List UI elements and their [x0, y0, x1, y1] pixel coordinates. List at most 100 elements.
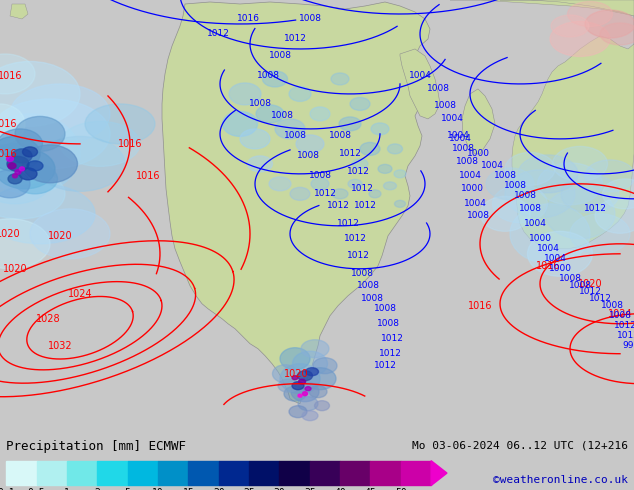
Ellipse shape [298, 397, 318, 411]
Bar [188, 461, 219, 486]
Ellipse shape [8, 174, 22, 184]
Text: 1012: 1012 [614, 321, 634, 330]
Text: 1020: 1020 [48, 231, 72, 241]
Ellipse shape [394, 170, 406, 178]
Text: 1008: 1008 [569, 281, 592, 290]
Text: 1008: 1008 [309, 172, 332, 180]
Ellipse shape [304, 368, 336, 390]
Text: 1016: 1016 [0, 119, 17, 129]
Text: 1016: 1016 [136, 171, 160, 181]
Ellipse shape [302, 411, 318, 420]
Ellipse shape [291, 382, 319, 402]
Text: 1004: 1004 [441, 114, 463, 123]
Ellipse shape [0, 54, 35, 94]
Text: 1016: 1016 [468, 301, 492, 311]
Ellipse shape [60, 122, 140, 167]
Ellipse shape [350, 98, 370, 110]
Text: 1008: 1008 [434, 101, 456, 110]
Ellipse shape [12, 149, 32, 163]
Text: 50: 50 [395, 488, 406, 490]
Text: 45: 45 [365, 488, 377, 490]
Ellipse shape [348, 179, 362, 188]
Ellipse shape [273, 365, 297, 383]
Ellipse shape [269, 177, 291, 191]
Ellipse shape [296, 135, 324, 153]
Text: 1012: 1012 [588, 294, 611, 303]
Ellipse shape [27, 161, 43, 171]
Text: 1: 1 [64, 488, 70, 490]
Ellipse shape [486, 168, 534, 200]
Ellipse shape [19, 168, 37, 180]
Ellipse shape [0, 170, 30, 198]
Ellipse shape [505, 170, 575, 218]
Text: 1008: 1008 [503, 181, 526, 190]
Text: 1012: 1012 [583, 204, 607, 213]
Ellipse shape [280, 364, 320, 393]
Ellipse shape [6, 156, 13, 161]
Ellipse shape [309, 386, 327, 398]
Text: 1012: 1012 [283, 34, 306, 44]
Text: 1016: 1016 [236, 15, 259, 24]
Ellipse shape [585, 10, 634, 38]
Text: 15: 15 [183, 488, 194, 490]
Text: 1008: 1008 [455, 157, 479, 167]
Bar [340, 461, 370, 486]
Text: 1012: 1012 [354, 201, 377, 210]
Ellipse shape [22, 145, 77, 183]
Text: 1008: 1008 [609, 311, 631, 320]
Text: 1012: 1012 [380, 334, 403, 343]
Ellipse shape [10, 84, 110, 144]
Ellipse shape [505, 152, 555, 185]
Text: 1008: 1008 [257, 72, 280, 80]
Ellipse shape [314, 401, 330, 411]
Ellipse shape [13, 164, 58, 194]
Text: 1024: 1024 [607, 309, 632, 319]
Ellipse shape [0, 99, 110, 169]
Text: 1004: 1004 [408, 72, 432, 80]
Ellipse shape [284, 386, 306, 401]
Ellipse shape [339, 117, 361, 131]
Ellipse shape [289, 86, 311, 101]
Ellipse shape [384, 182, 396, 190]
Text: 0.5: 0.5 [28, 488, 46, 490]
Text: 1012: 1012 [327, 201, 349, 210]
Bar [6, 461, 37, 486]
Ellipse shape [0, 114, 80, 194]
Text: 1008: 1008 [269, 51, 292, 60]
Text: 1016: 1016 [0, 71, 22, 81]
Text: 1008: 1008 [377, 319, 399, 328]
Text: 1020: 1020 [578, 279, 602, 289]
Text: 35: 35 [304, 488, 316, 490]
Text: 1012: 1012 [314, 189, 337, 198]
Ellipse shape [550, 22, 610, 56]
Ellipse shape [15, 170, 21, 174]
Ellipse shape [302, 392, 307, 396]
Text: Precipitation [mm] ECMWF: Precipitation [mm] ECMWF [6, 441, 186, 453]
Ellipse shape [331, 73, 349, 85]
Ellipse shape [35, 136, 125, 192]
Ellipse shape [240, 129, 270, 149]
Ellipse shape [306, 368, 318, 376]
Ellipse shape [8, 163, 16, 169]
Text: 1024: 1024 [68, 289, 93, 299]
Text: 1004: 1004 [446, 131, 469, 141]
Text: 996: 996 [623, 341, 634, 350]
Ellipse shape [292, 382, 304, 390]
Bar [370, 461, 401, 486]
Text: 25: 25 [243, 488, 255, 490]
Ellipse shape [552, 147, 607, 181]
Text: 1000: 1000 [529, 234, 552, 244]
Ellipse shape [289, 406, 307, 417]
Bar [249, 461, 280, 486]
Bar [280, 461, 310, 486]
Text: 1000: 1000 [548, 264, 571, 273]
Ellipse shape [0, 149, 55, 189]
Ellipse shape [299, 379, 306, 384]
Ellipse shape [0, 144, 55, 204]
Text: 1004: 1004 [543, 254, 566, 263]
Text: 1008: 1008 [271, 111, 294, 121]
Text: 1012: 1012 [347, 168, 370, 176]
Text: 1012: 1012 [579, 287, 602, 296]
Text: 1008: 1008 [373, 304, 396, 313]
Bar [310, 461, 340, 486]
